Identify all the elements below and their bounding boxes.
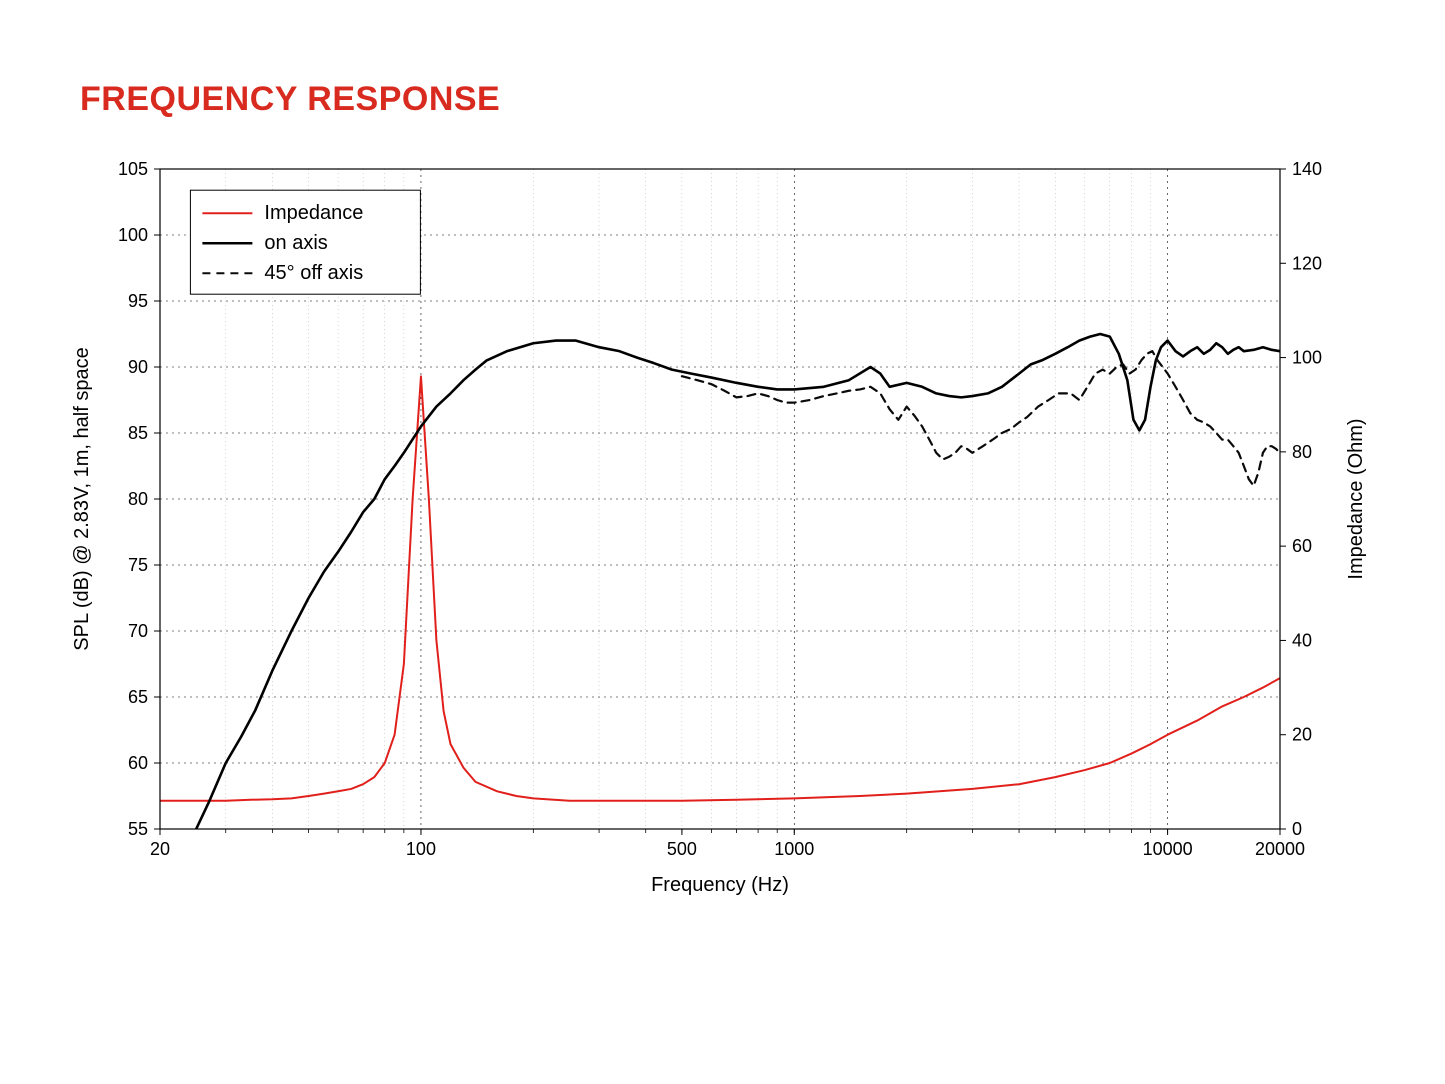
x-tick-label: 1000	[774, 839, 814, 859]
yright-tick-label: 20	[1292, 725, 1312, 745]
yleft-tick-label: 80	[128, 489, 148, 509]
legend-label: Impedance	[264, 202, 363, 224]
yright-tick-label: 100	[1292, 348, 1322, 368]
legend-label: 45° off axis	[264, 262, 363, 284]
yleft-tick-label: 100	[118, 225, 148, 245]
yleft-tick-label: 65	[128, 687, 148, 707]
x-tick-label: 20	[150, 839, 170, 859]
yleft-tick-label: 75	[128, 555, 148, 575]
x-axis-label: Frequency (Hz)	[651, 874, 789, 896]
yright-tick-label: 40	[1292, 630, 1312, 650]
legend-label: on axis	[264, 232, 327, 254]
yright-tick-label: 80	[1292, 442, 1312, 462]
x-tick-label: 100	[406, 839, 436, 859]
yleft-tick-label: 90	[128, 357, 148, 377]
x-tick-label: 500	[667, 839, 697, 859]
yleft-tick-label: 95	[128, 291, 148, 311]
y-left-axis-label: SPL (dB) @ 2.83V, 1m, half space	[71, 347, 93, 650]
yleft-tick-label: 105	[118, 159, 148, 179]
yleft-tick-label: 85	[128, 423, 148, 443]
yright-tick-label: 140	[1292, 159, 1322, 179]
yright-tick-label: 60	[1292, 536, 1312, 556]
x-tick-label: 20000	[1255, 839, 1305, 859]
yleft-tick-label: 60	[128, 753, 148, 773]
x-tick-label: 10000	[1143, 839, 1193, 859]
page-title: FREQUENCY RESPONSE	[80, 80, 1385, 119]
yright-tick-label: 120	[1292, 253, 1322, 273]
yleft-tick-label: 70	[128, 621, 148, 641]
yleft-tick-label: 55	[128, 819, 148, 839]
y-right-axis-label: Impedance (Ohm)	[1345, 418, 1367, 579]
yright-tick-label: 0	[1292, 819, 1302, 839]
frequency-response-chart: 55 60 65 70 75 80 85 90 95 100 105 0 20 40 60 80 100 120 1…	[60, 149, 1385, 909]
legend: Impedance on axis 45° off axis	[190, 190, 420, 294]
